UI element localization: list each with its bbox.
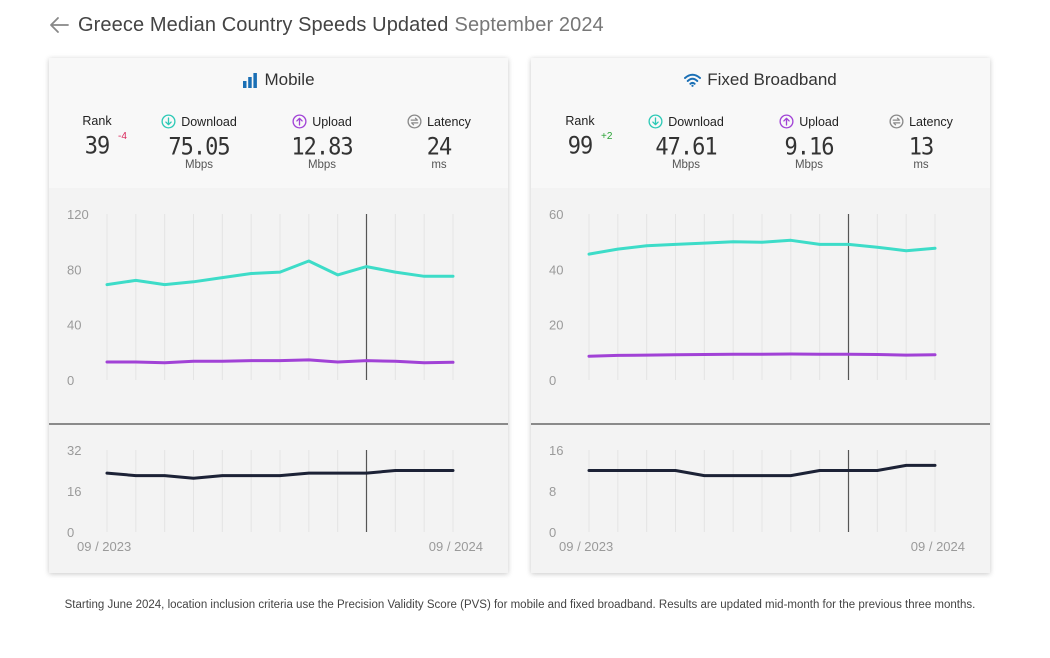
y-tick-label: 40 xyxy=(549,262,563,277)
mobile-title-label: Mobile xyxy=(264,70,315,89)
y-tick-label: 32 xyxy=(67,443,81,458)
rank-value: 39 xyxy=(84,132,111,161)
mobile-chart[interactable]: 0 40 80 120 0 16 32 09 / 2023 09 / 2024 xyxy=(49,188,508,573)
rank-label: Rank xyxy=(565,114,595,128)
mobile-chart-svg[interactable]: 0 40 80 120 0 16 32 09 / 2023 09 / 2024 xyxy=(49,188,508,573)
mobile-latency: Latency 24 ms xyxy=(401,114,477,171)
fixed-summary: Fixed Broadband Rank 99 +2 Download 47.6… xyxy=(531,58,990,188)
upload-unit: Mbps xyxy=(794,159,824,171)
upload-value: 9.16 xyxy=(784,133,835,162)
latency-value: 24 xyxy=(426,133,453,162)
y-tick-label: 16 xyxy=(549,443,563,458)
upload-label: Upload xyxy=(312,114,352,129)
wifi-icon xyxy=(684,73,702,87)
fixed-title-label: Fixed Broadband xyxy=(707,70,837,89)
y-tick-label: 120 xyxy=(67,207,89,222)
fixed-rank: Rank 99 xyxy=(557,114,603,161)
rank-change-badge: -4 xyxy=(118,131,127,142)
x-tick-label: 09 / 2023 xyxy=(77,539,131,554)
fixed-panel-title: Fixed Broadband xyxy=(531,70,990,90)
upload-unit: Mbps xyxy=(307,159,337,171)
latency-icon xyxy=(889,114,904,129)
latency-unit: ms xyxy=(431,159,447,171)
y-tick-label: 0 xyxy=(549,525,556,540)
arrow-up-circle-icon xyxy=(292,114,307,129)
rank-change-badge: +2 xyxy=(601,131,613,142)
upload-label: Upload xyxy=(799,114,839,129)
bar-chart-icon xyxy=(243,73,258,88)
mobile-download: Download 75.05 Mbps xyxy=(154,114,244,171)
arrow-down-circle-icon xyxy=(648,114,663,129)
fixed-chart[interactable]: 0 20 40 60 0 8 16 09 / 2023 09 / 2024 xyxy=(531,188,990,573)
fixed-latency: Latency 13 ms xyxy=(883,114,959,171)
latency-label: Latency xyxy=(909,114,953,129)
download-unit: Mbps xyxy=(184,159,214,171)
upload-series-line xyxy=(587,352,937,358)
download-series-line xyxy=(587,238,937,256)
upload-series-line xyxy=(105,358,455,365)
latency-series-line xyxy=(105,469,455,480)
fixed-panel: Fixed Broadband Rank 99 +2 Download 47.6… xyxy=(531,58,990,573)
y-tick-label: 20 xyxy=(549,318,563,333)
title-date: September 2024 xyxy=(454,13,604,36)
upload-value: 12.83 xyxy=(291,133,353,162)
mobile-panel: Mobile Rank 39 -4 Download 75.05 Mbps xyxy=(49,58,508,573)
y-tick-label: 8 xyxy=(549,484,556,499)
page-title: Greece Median Country Speeds Updated Sept… xyxy=(78,14,604,37)
y-tick-label: 80 xyxy=(67,262,81,277)
download-value: 47.61 xyxy=(655,133,717,162)
fixed-download: Download 47.61 Mbps xyxy=(641,114,731,171)
mobile-upload: Upload 12.83 Mbps xyxy=(287,114,357,171)
page-header: Greece Median Country Speeds Updated Sept… xyxy=(48,10,604,40)
arrow-up-circle-icon xyxy=(779,114,794,129)
mobile-rank: Rank 39 xyxy=(74,114,120,161)
fixed-upload: Upload 9.16 Mbps xyxy=(774,114,844,171)
y-tick-label: 40 xyxy=(67,318,81,333)
x-tick-label: 09 / 2023 xyxy=(559,539,613,554)
download-value: 75.05 xyxy=(168,133,230,162)
mobile-panel-title: Mobile xyxy=(49,70,508,90)
footnote: Starting June 2024, location inclusion c… xyxy=(64,599,976,611)
download-label: Download xyxy=(668,114,724,129)
latency-unit: ms xyxy=(913,159,929,171)
latency-value: 13 xyxy=(908,133,935,162)
arrow-left-icon[interactable] xyxy=(48,14,70,36)
y-tick-label: 16 xyxy=(67,484,81,499)
latency-series-line xyxy=(587,463,937,478)
download-series-line xyxy=(105,259,455,287)
latency-label: Latency xyxy=(427,114,471,129)
x-tick-label: 09 / 2024 xyxy=(429,539,483,554)
arrow-down-circle-icon xyxy=(161,114,176,129)
download-unit: Mbps xyxy=(671,159,701,171)
latency-icon xyxy=(407,114,422,129)
y-tick-label: 0 xyxy=(67,373,74,388)
rank-value: 99 xyxy=(567,132,594,161)
rank-label: Rank xyxy=(82,114,112,128)
download-label: Download xyxy=(181,114,237,129)
fixed-chart-svg[interactable]: 0 20 40 60 0 8 16 09 / 2023 09 / 2024 xyxy=(531,188,990,573)
y-tick-label: 0 xyxy=(67,525,74,540)
y-tick-label: 0 xyxy=(549,373,556,388)
x-tick-label: 09 / 2024 xyxy=(911,539,965,554)
mobile-summary: Mobile Rank 39 -4 Download 75.05 Mbps xyxy=(49,58,508,188)
y-tick-label: 60 xyxy=(549,207,563,222)
title-text: Greece Median Country Speeds Updated xyxy=(78,13,449,36)
